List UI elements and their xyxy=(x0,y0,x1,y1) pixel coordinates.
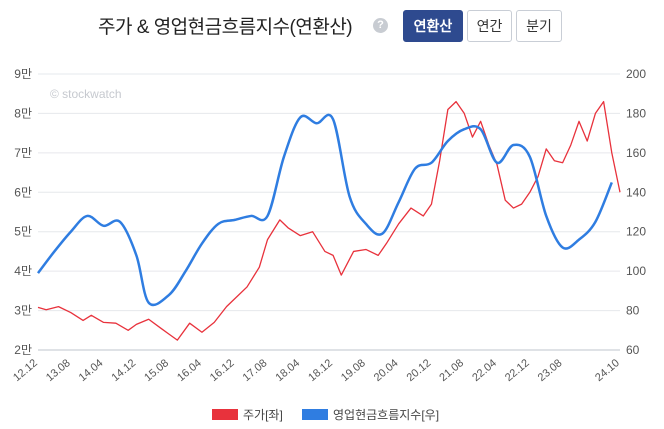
series-lines xyxy=(37,100,621,341)
legend: 주가[좌] 영업현금흐름지수[우] xyxy=(212,408,439,422)
x-tick-label: 13.08 xyxy=(44,357,73,384)
grid-lines xyxy=(38,73,620,351)
x-tick-label: 24.10 xyxy=(593,357,622,384)
chart-title: 주가 & 영업현금흐름지수(연환산) xyxy=(98,17,353,38)
tab-quarterly[interactable]: 분기 xyxy=(516,10,562,42)
left-axis-labels: 2만 3만 4만 5만 6만 7만 8만 9만 xyxy=(14,67,32,357)
x-tick-label: 15.08 xyxy=(142,357,171,384)
right-tick-label: 200 xyxy=(626,67,646,81)
left-tick-label: 2만 xyxy=(14,343,32,357)
right-tick-label: 160 xyxy=(626,146,646,160)
left-tick-label: 6만 xyxy=(14,185,32,199)
right-tick-label: 140 xyxy=(626,185,646,199)
right-tick-label: 60 xyxy=(626,343,640,357)
x-tick-label: 22.04 xyxy=(470,357,499,384)
left-tick-label: 5만 xyxy=(14,225,32,239)
x-tick-label: 19.08 xyxy=(339,357,368,384)
right-tick-label: 100 xyxy=(626,264,646,278)
right-axis-labels: 60 80 100 120 140 160 180 200 xyxy=(626,67,646,357)
x-tick-label: 16.04 xyxy=(175,357,204,384)
tab-annualized[interactable]: 연환산 xyxy=(403,10,463,42)
left-tick-label: 9만 xyxy=(14,67,32,81)
x-tick-label: 17.08 xyxy=(241,357,270,384)
x-tick-label: 16.12 xyxy=(208,357,237,384)
x-tick-label: 14.04 xyxy=(77,357,106,384)
x-tick-label: 20.12 xyxy=(405,357,434,384)
price-line xyxy=(37,100,621,341)
left-tick-label: 8만 xyxy=(14,106,32,120)
help-icon[interactable]: ? xyxy=(373,18,388,33)
legend-swatch-cashflow xyxy=(302,409,328,420)
left-tick-label: 7만 xyxy=(14,146,32,160)
x-tick-label: 18.04 xyxy=(273,357,302,384)
x-tick-label: 22.12 xyxy=(503,357,532,384)
right-tick-label: 80 xyxy=(626,304,640,318)
legend-cashflow[interactable]: 영업현금흐름지수[우] xyxy=(333,408,439,422)
x-tick-label: 21.08 xyxy=(437,357,466,384)
legend-price[interactable]: 주가[좌] xyxy=(243,408,283,422)
x-axis-labels: 12.12 13.08 14.04 14.12 15.08 16.04 16.12 17.08… xyxy=(11,357,622,384)
x-tick-label: 20.04 xyxy=(372,357,401,384)
x-tick-label: 23.08 xyxy=(536,357,565,384)
x-tick-label: 18.12 xyxy=(306,357,335,384)
tab-annual[interactable]: 연간 xyxy=(467,10,512,42)
left-tick-label: 3만 xyxy=(14,304,32,318)
watermark: © stockwatch xyxy=(50,87,122,101)
right-tick-label: 180 xyxy=(626,106,646,120)
x-tick-label: 14.12 xyxy=(109,357,138,384)
cashflow-line xyxy=(37,113,613,307)
right-tick-label: 120 xyxy=(626,225,646,239)
legend-swatch-price xyxy=(212,409,238,420)
left-tick-label: 4만 xyxy=(14,264,32,278)
x-tick-label: 12.12 xyxy=(11,357,40,384)
